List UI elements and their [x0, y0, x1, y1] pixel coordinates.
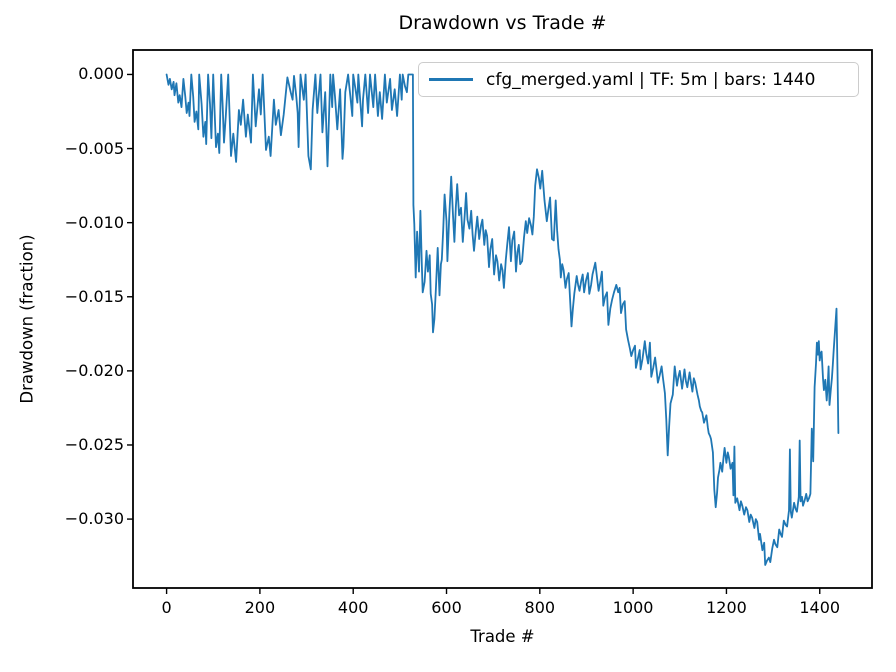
drawdown-line-series — [165, 73, 840, 566]
x-axis-label: Trade # — [470, 627, 535, 646]
chart-title: Drawdown vs Trade # — [398, 12, 607, 34]
y-tick-label: −0.030 — [64, 509, 124, 529]
y-tick-label: 0.000 — [78, 64, 124, 84]
x-tick-label: 800 — [524, 598, 556, 617]
legend-label: cfg_merged.yaml | TF: 5m | bars: 1440 — [486, 69, 816, 90]
y-tick-label: −0.015 — [64, 286, 124, 306]
x-tick-label: 200 — [244, 598, 276, 617]
x-tick-label: 400 — [337, 598, 369, 617]
x-tick-label: 1200 — [706, 598, 747, 617]
x-tick-label: 0 — [161, 598, 172, 617]
y-tick-label: −0.005 — [64, 138, 124, 158]
x-tick-label: 600 — [431, 598, 462, 617]
legend-line-sample-icon — [429, 78, 473, 81]
y-tick-label: −0.025 — [64, 434, 124, 454]
axes-frame — [132, 49, 873, 589]
x-tick-label: 1000 — [612, 598, 654, 617]
axis-tick-marks — [127, 73, 821, 594]
y-axis-label: Drawdown (fraction) — [17, 234, 37, 404]
x-tick-label: 1400 — [799, 598, 841, 617]
legend: cfg_merged.yaml | TF: 5m | bars: 1440 — [418, 62, 859, 97]
y-tick-label: −0.020 — [64, 360, 124, 380]
y-tick-label: −0.010 — [64, 212, 124, 232]
